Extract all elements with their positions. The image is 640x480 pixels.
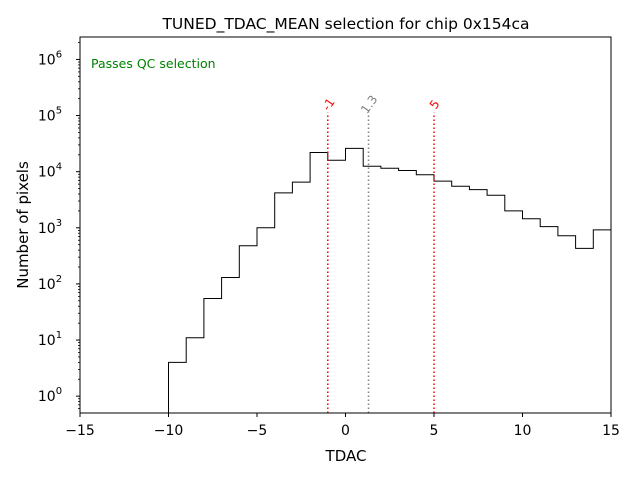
x-tick-label: 0 (341, 423, 350, 439)
plot-area: -1 1.3 5 (168, 93, 611, 413)
y-axis: 100 101 102 103 104 105 106 (38, 42, 80, 410)
x-tick-label: −10 (154, 423, 184, 439)
y-tick-label: 101 (38, 330, 62, 349)
histogram-step (168, 147, 611, 413)
x-tick-label: 10 (514, 423, 532, 439)
vline-label-1: 1.3 (358, 93, 380, 117)
y-tick-label: 104 (38, 162, 62, 181)
x-tick-label: −15 (65, 423, 95, 439)
y-tick-label: 100 (38, 386, 62, 405)
y-tick-label: 105 (38, 106, 62, 125)
y-tick-label: 103 (38, 218, 62, 237)
x-axis: −15 −10 −5 0 5 10 15 (65, 413, 620, 439)
vline-label-0: -1 (319, 96, 337, 114)
y-axis-title: Number of pixels (14, 161, 32, 289)
y-tick-label: 106 (38, 49, 62, 68)
x-tick-label: −5 (247, 423, 268, 439)
annotation-text: Passes QC selection (91, 56, 216, 71)
y-tick-label: 102 (38, 274, 62, 293)
x-tick-label: 5 (430, 423, 439, 439)
x-tick-label: 15 (602, 423, 620, 439)
chart-title: TUNED_TDAC_MEAN selection for chip 0x154… (161, 15, 529, 34)
vline-label-2: 5 (427, 97, 443, 111)
plot-frame (79, 36, 612, 414)
x-axis-title: TDAC (325, 447, 367, 465)
